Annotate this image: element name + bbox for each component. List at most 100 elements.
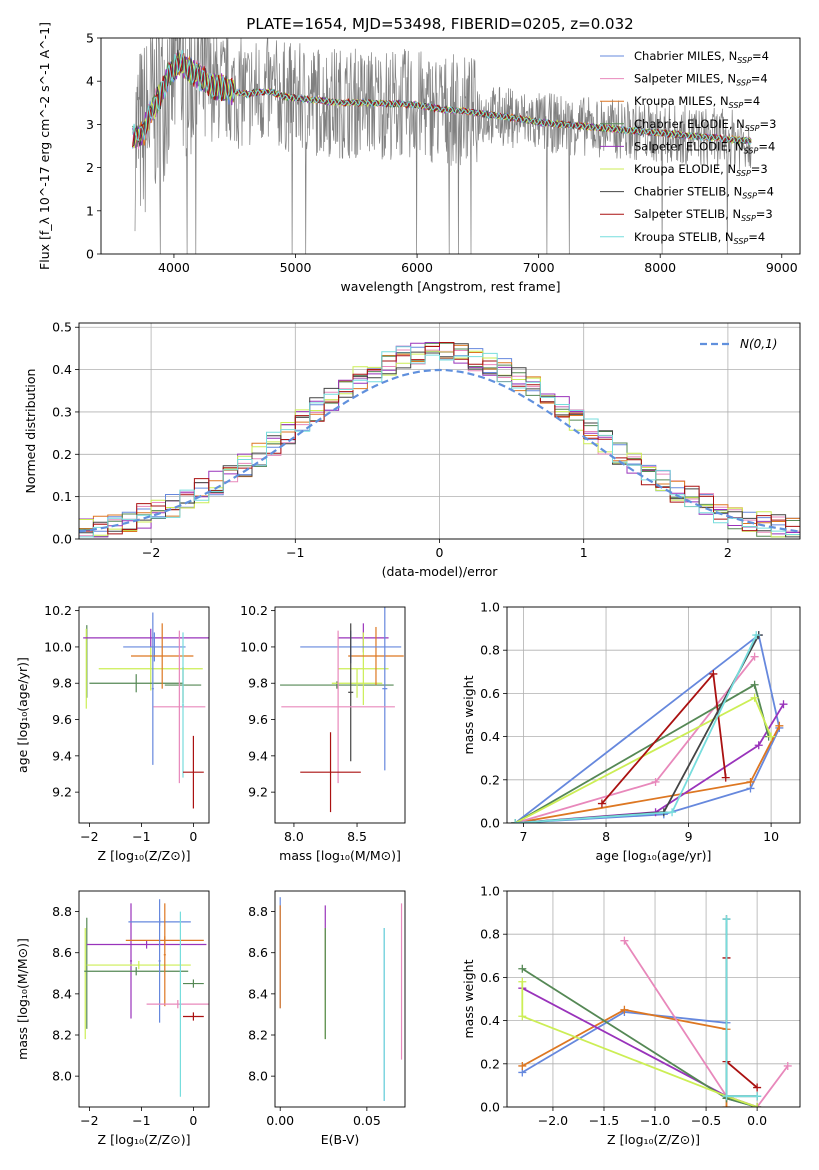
data-point-marker xyxy=(783,1061,792,1070)
data-point-marker xyxy=(597,799,606,808)
data-point-marker xyxy=(511,819,520,823)
plot-area xyxy=(83,612,209,809)
x-tick-label: 9000 xyxy=(766,260,798,275)
y-tick-label: 9.4 xyxy=(52,748,72,763)
y-tick-label: 1.0 xyxy=(480,884,500,899)
series-line-kroupa_stelib xyxy=(725,919,758,1098)
y-tick-label: 8.2 xyxy=(52,1028,72,1043)
x-tick-label: 8000 xyxy=(644,260,676,275)
y-tick-label: 8.6 xyxy=(52,945,72,960)
y-tick-label: 1.0 xyxy=(480,600,500,615)
data-point-marker xyxy=(620,936,629,945)
legend-entry: Salpeter MILES, NSSP=4 xyxy=(634,72,768,88)
data-point-marker xyxy=(750,693,759,702)
y-tick-label: 0.5 xyxy=(52,320,72,335)
x-tick-label: −2 xyxy=(80,1113,98,1128)
plot-area xyxy=(84,899,209,1097)
data-point-marker xyxy=(767,732,776,741)
x-axis-label: wavelength [Angstrom, rest frame] xyxy=(340,279,560,294)
x-axis-label: age [log₁₀(age/yr)] xyxy=(596,848,712,863)
x-tick-label: 8 xyxy=(602,829,610,844)
y-tick-label: 10.0 xyxy=(240,639,268,654)
legend-entry: Kroupa ELODIE, NSSP=3 xyxy=(634,162,768,178)
x-tick-label: 8.0 xyxy=(284,829,304,844)
y-axis-label: mass [log₁₀(M/M⊙)] xyxy=(15,938,30,1060)
y-axis-label: Normed distribution xyxy=(23,369,38,494)
data-point-marker xyxy=(518,977,527,986)
axes-frame xyxy=(100,37,801,255)
y-tick-label: 10.2 xyxy=(240,603,268,618)
panel-mass_vs_EBV: 0.00 0.05 8.0 8.2 8.4 8.6 8.8 E(B-V) xyxy=(248,890,406,1147)
x-tick-label: −0.5 xyxy=(691,1113,721,1128)
legend-entry: Chabrier ELODIE, NSSP=3 xyxy=(634,117,776,133)
data-point-marker xyxy=(722,1092,731,1101)
x-tick-label: 7 xyxy=(520,829,528,844)
series-line-chabrier_stelib xyxy=(725,919,758,1098)
y-tick-label: 9.8 xyxy=(52,676,72,691)
x-tick-label: −1.0 xyxy=(640,1113,670,1128)
x-tick-label: −1 xyxy=(132,1113,150,1128)
data-point-marker xyxy=(750,652,759,661)
data-point-marker xyxy=(518,1012,527,1021)
data-point-marker xyxy=(754,741,763,750)
y-tick-label: 1 xyxy=(86,203,94,218)
plot-area xyxy=(132,38,752,254)
data-spectrum-line xyxy=(134,38,752,254)
y-tick-label: 8.4 xyxy=(52,986,72,1001)
x-tick-label: 0 xyxy=(436,545,444,560)
legend-entry: Kroupa MILES, NSSP=4 xyxy=(634,94,760,110)
series-line-chabrier_miles xyxy=(514,633,781,823)
data-point-marker xyxy=(518,964,527,973)
y-tick-label: 2 xyxy=(86,160,94,175)
y-tick-label: 8.2 xyxy=(248,1028,268,1043)
x-axis-label: Z [log₁₀(Z/Z⊙)] xyxy=(98,1132,191,1147)
plot-area xyxy=(279,897,403,1101)
y-tick-label: 9.2 xyxy=(248,785,268,800)
histogram-salpeter_stelib xyxy=(79,342,800,535)
data-point-marker xyxy=(722,915,731,924)
y-tick-label: 0.4 xyxy=(52,362,72,377)
y-tick-label: 0.8 xyxy=(480,927,500,942)
data-point-marker xyxy=(775,721,784,730)
panel-age_vs_mass: 8.0 8.5 9.2 9.4 9.6 9.8 10.0 10.2 mass [log₁₀(M/… xyxy=(240,603,406,863)
x-tick-label: −1 xyxy=(132,829,150,844)
legend-entry: Salpeter STELIB, NSSP=3 xyxy=(634,207,773,223)
series-line-chabrier_elodie xyxy=(521,968,758,1107)
data-point-marker xyxy=(752,631,761,640)
x-tick-label: 0.05 xyxy=(353,1113,381,1128)
plot-area xyxy=(79,342,800,538)
y-tick-label: 0.0 xyxy=(52,532,72,547)
x-axis-label: E(B-V) xyxy=(321,1132,360,1147)
plot-area xyxy=(280,607,404,813)
normal-curve xyxy=(79,368,800,533)
axes-frame xyxy=(78,890,210,1108)
y-tick-label: 0.4 xyxy=(480,1013,500,1028)
x-tick-label: −2 xyxy=(142,545,160,560)
x-tick-label: 0.0 xyxy=(747,1113,767,1128)
y-axis-label: mass weight xyxy=(461,959,476,1038)
model-spectrum-salpeter_elodie xyxy=(132,52,752,149)
x-tick-label: 5000 xyxy=(280,260,312,275)
x-axis-label: Z [log₁₀(Z/Z⊙)] xyxy=(607,1132,700,1147)
y-axis-label: Flux [f_λ 10^-17 erg cm^-2 s^-1 A^-1] xyxy=(37,22,52,270)
histogram-kroupa_elodie xyxy=(79,350,800,538)
data-point-marker xyxy=(721,773,730,782)
y-tick-label: 4 xyxy=(86,74,94,89)
x-tick-label: 4000 xyxy=(158,260,190,275)
y-tick-label: 9.2 xyxy=(52,785,72,800)
x-tick-label: −1 xyxy=(286,545,304,560)
legend-entry: N(0,1) xyxy=(740,337,777,351)
x-tick-label: 0.00 xyxy=(266,1113,294,1128)
data-point-marker xyxy=(753,1092,762,1101)
x-tick-label: 7000 xyxy=(523,260,555,275)
data-point-marker xyxy=(753,1083,762,1092)
x-axis-label: Z [log₁₀(Z/Z⊙)] xyxy=(98,848,191,863)
y-tick-label: 9.4 xyxy=(248,748,268,763)
x-tick-label: 10 xyxy=(763,829,779,844)
x-tick-label: 9 xyxy=(685,829,693,844)
x-tick-label: −2 xyxy=(80,829,98,844)
x-tick-label: −2.0 xyxy=(538,1113,568,1128)
y-tick-label: 8.6 xyxy=(248,945,268,960)
data-point-marker xyxy=(750,680,759,689)
legend-entry: Chabrier MILES, NSSP=4 xyxy=(634,49,769,65)
